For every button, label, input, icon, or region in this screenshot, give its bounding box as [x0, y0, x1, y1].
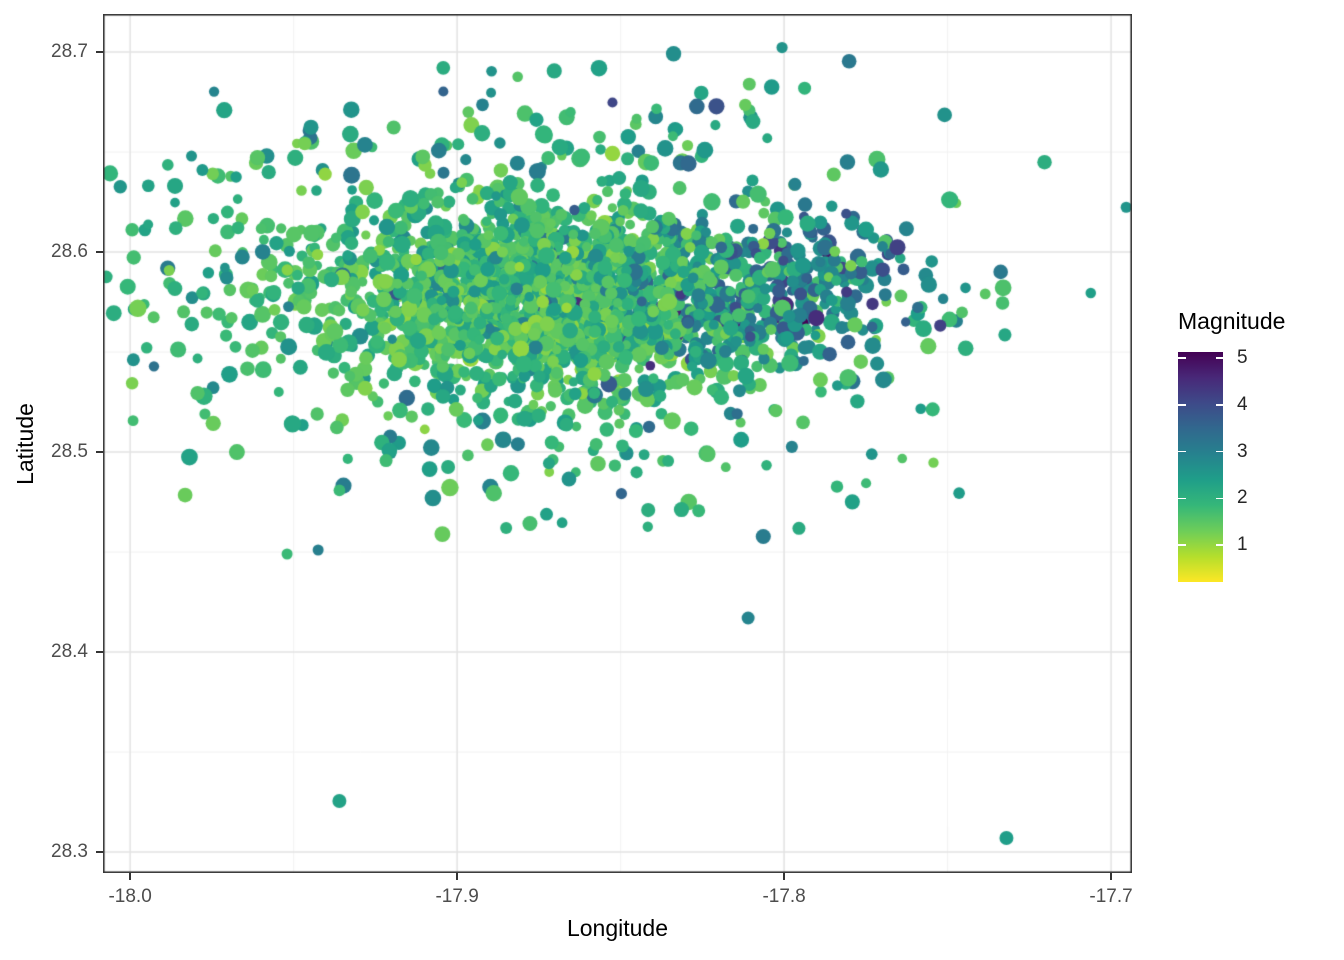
axis-tick-mark — [96, 451, 103, 453]
y-axis-title: Latitude — [12, 402, 38, 485]
legend-colorbar-tick — [1178, 544, 1186, 546]
legend-colorbar-tick — [1178, 497, 1186, 500]
y-tick-label: 28.4 — [51, 641, 88, 662]
axis-tick-mark — [96, 851, 103, 853]
axis-tick-mark — [1110, 873, 1112, 880]
y-tick-label: 28.7 — [51, 41, 88, 62]
axis-tick-mark — [456, 873, 458, 880]
x-tick-label: -18.0 — [108, 886, 152, 907]
legend-colorbar-tick — [1215, 544, 1223, 546]
legend-colorbar-tick — [1215, 404, 1223, 406]
axis-tick-mark — [96, 251, 103, 253]
x-tick-label: -17.9 — [435, 886, 479, 907]
legend-tick-label: 4 — [1237, 393, 1248, 415]
x-tick-label: -17.7 — [1089, 886, 1133, 907]
legend-colorbar-tick — [1178, 357, 1186, 359]
x-tick-label: -17.8 — [762, 886, 806, 907]
axis-tick-mark — [783, 873, 785, 880]
legend-colorbar-tick — [1215, 450, 1223, 453]
axis-tick-mark — [129, 873, 131, 880]
legend-tick-label: 2 — [1237, 487, 1248, 509]
legend-colorbar-tick — [1178, 450, 1186, 453]
legend-tick-label: 3 — [1237, 440, 1248, 462]
x-axis-title: Longitude — [566, 915, 669, 941]
legend-colorbar — [1178, 352, 1223, 582]
y-tick-label: 28.6 — [51, 241, 88, 262]
scatter-panel — [103, 14, 1132, 873]
y-tick-label: 28.3 — [51, 841, 88, 862]
axis-tick-mark — [96, 51, 103, 53]
legend-colorbar-tick — [1215, 357, 1223, 359]
legend-title: Magnitude — [1178, 308, 1286, 334]
legend-tick-label: 1 — [1237, 534, 1248, 556]
legend-tick-label: 5 — [1237, 347, 1248, 369]
y-tick-label: 28.5 — [51, 441, 88, 462]
axis-tick-mark — [96, 651, 103, 653]
legend-colorbar-tick — [1215, 497, 1223, 500]
legend-colorbar-tick — [1178, 404, 1186, 406]
